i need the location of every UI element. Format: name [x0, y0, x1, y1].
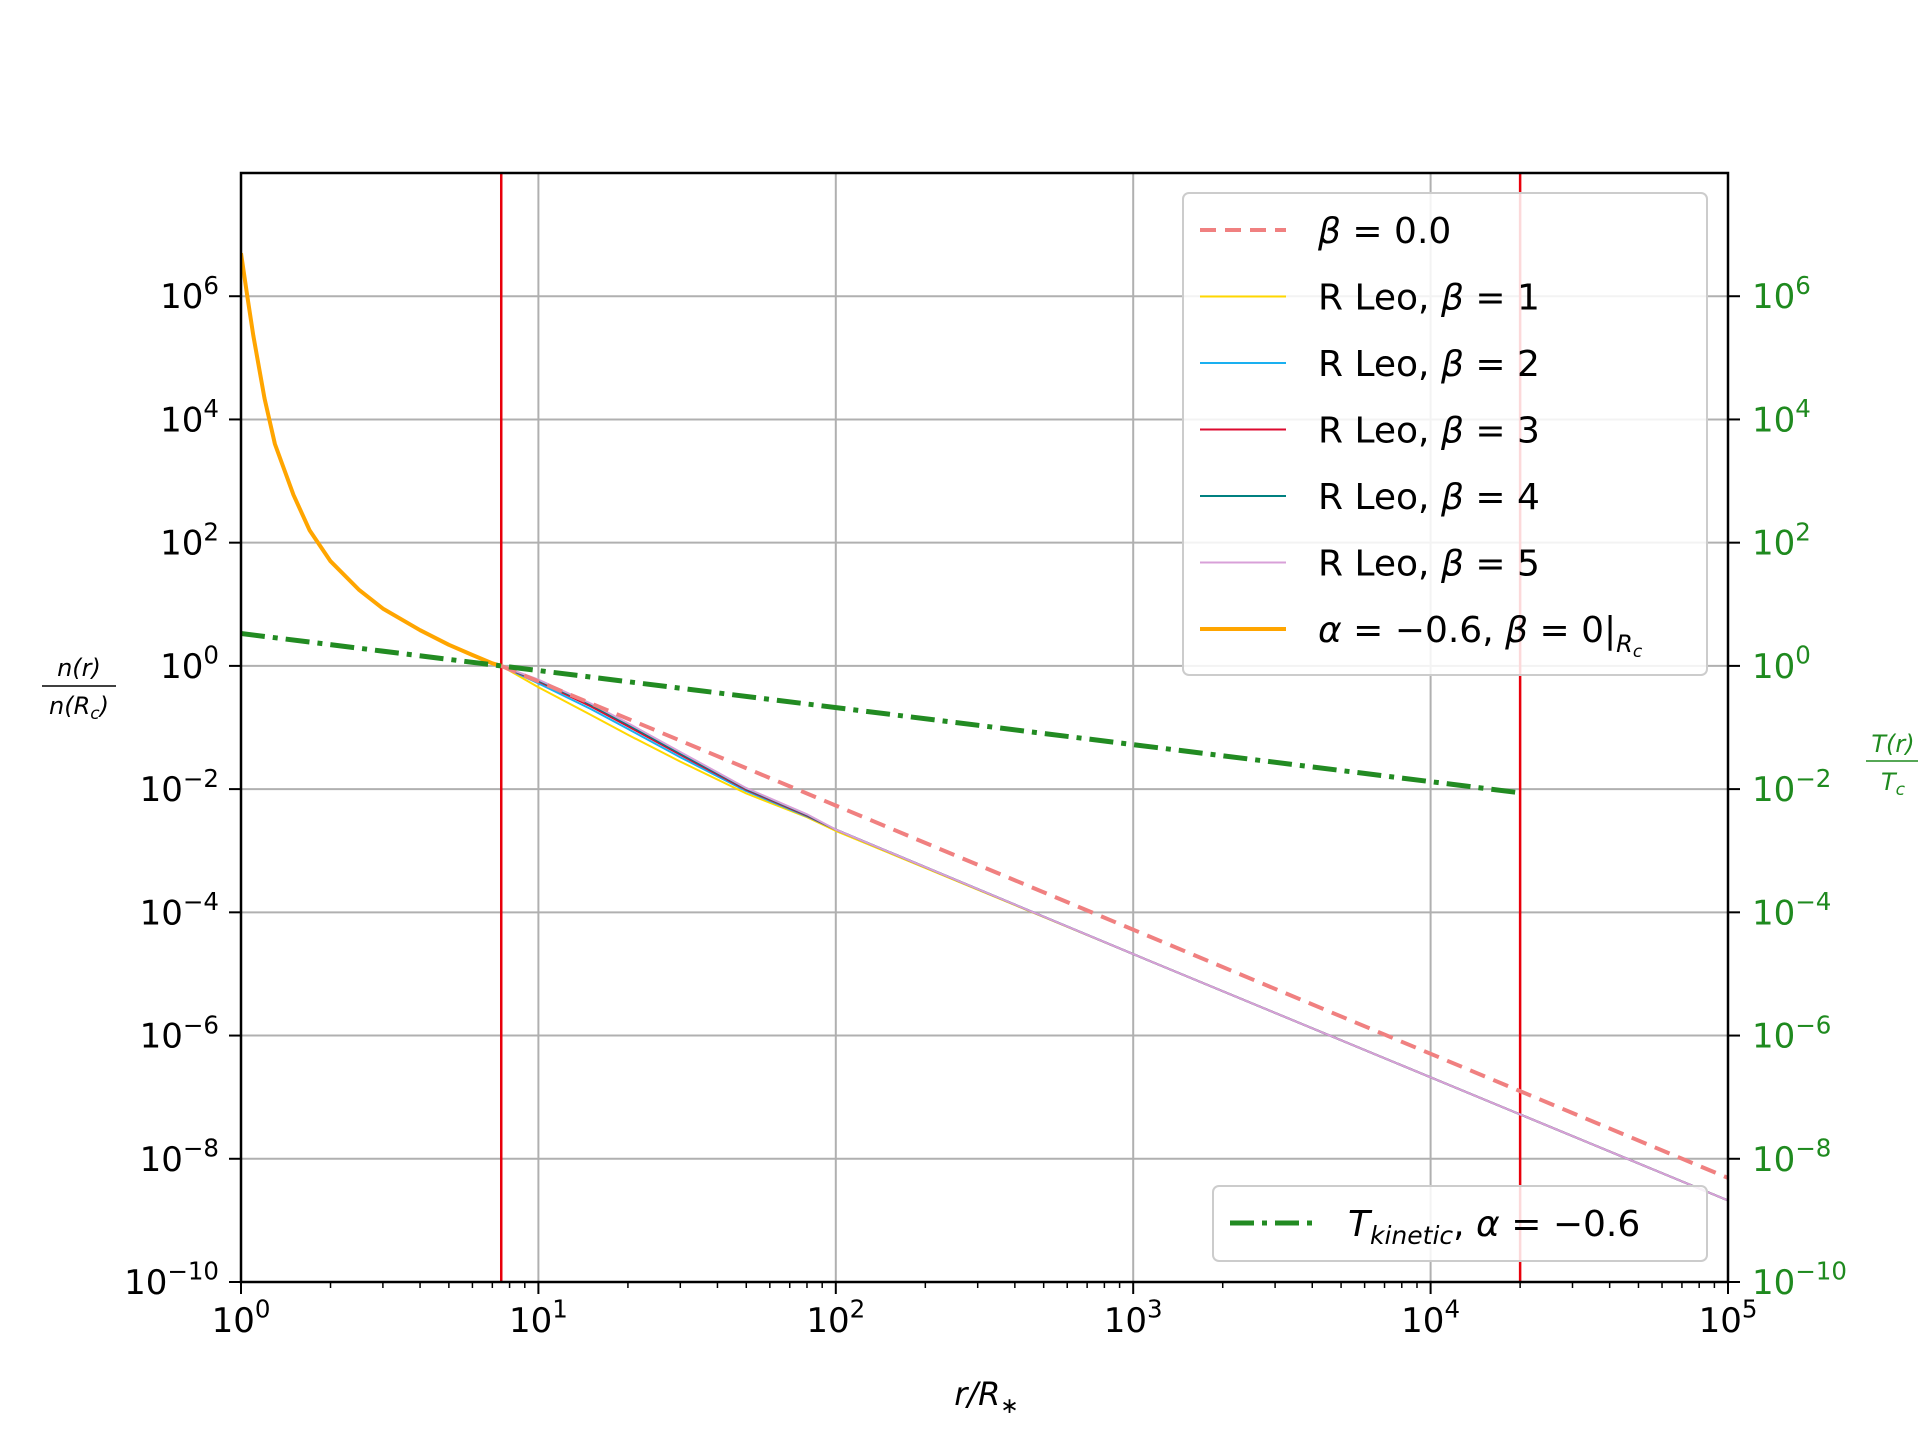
y-tick-label: 10−10 — [124, 1257, 219, 1303]
x-axis-label: r/R∗ — [954, 1375, 1019, 1419]
axis-labels: r/R∗ n(r) n(Rc) T(r) Tc — [42, 654, 1918, 1419]
legend-label: Tkinetic, α = −0.6 — [1348, 1204, 1640, 1250]
y-tick-label: 10−8 — [140, 1133, 219, 1179]
series-line — [500, 664, 1728, 1202]
y2-tick-label: 10−10 — [1752, 1257, 1847, 1303]
series-group — [241, 252, 1728, 1202]
temperature-line — [241, 631, 1521, 796]
y-tick-label: 100 — [160, 641, 219, 687]
y-axis-label: n(r) n(Rc) — [42, 654, 116, 724]
legend-label: β = 0.0 — [1317, 211, 1451, 252]
x-tick-label: 103 — [1104, 1295, 1163, 1341]
series-line — [500, 664, 1728, 1202]
x-tick-label: 105 — [1699, 1295, 1758, 1341]
x-tick-label: 101 — [509, 1295, 568, 1341]
legend-label: R Leo, β = 5 — [1318, 544, 1540, 585]
y-label-numerator: n(r) — [57, 654, 101, 682]
legend-upper: β = 0.0 R Leo, β = 1 R Leo, β = 2 R Leo, β … — [1182, 192, 1708, 676]
x-tick-label: 100 — [212, 1295, 271, 1341]
legend-label: R Leo, β = 3 — [1318, 411, 1540, 452]
y-label-denominator: n(Rc) — [49, 692, 109, 724]
y-tick-label: 10−2 — [140, 764, 219, 810]
y2-tick-label: 106 — [1752, 271, 1811, 317]
y2-tick-label: 102 — [1752, 517, 1811, 563]
legend-label: R Leo, β = 1 — [1318, 278, 1540, 319]
legend-label: α = −0.6, β = 0|Rc — [1318, 610, 1643, 662]
y-tick-label: 104 — [160, 394, 219, 440]
plot-area — [241, 252, 1728, 1202]
legend-lower: Tkinetic, α = −0.6 — [1212, 1185, 1708, 1262]
series-line — [500, 664, 1728, 1202]
y2-label-numerator: T(r) — [1871, 730, 1914, 758]
y2-tick-label: 10−6 — [1752, 1010, 1831, 1056]
legend-box — [1212, 1185, 1708, 1262]
y-tick-label: 10−4 — [140, 887, 219, 933]
x-tick-label: 104 — [1401, 1295, 1460, 1341]
y-tick-label: 10−6 — [140, 1010, 219, 1056]
series-line — [500, 665, 1728, 1202]
y2-tick-label: 10−4 — [1752, 887, 1831, 933]
y2-tick-label: 104 — [1752, 394, 1811, 440]
y2-tick-label: 10−2 — [1752, 764, 1831, 810]
y-tick-label: 106 — [160, 271, 219, 317]
y2-axis-label: T(r) Tc — [1866, 730, 1918, 800]
legend-label: R Leo, β = 4 — [1318, 477, 1540, 518]
y2-tick-label: 10−8 — [1752, 1133, 1831, 1179]
series-line — [500, 664, 1728, 1202]
y2-tick-label: 100 — [1752, 641, 1811, 687]
y-tick-label: 102 — [160, 517, 219, 563]
x-tick-label: 102 — [806, 1295, 865, 1341]
series-line — [241, 252, 502, 668]
y2-label-denominator: Tc — [1881, 768, 1906, 800]
legend-box — [1182, 192, 1708, 676]
legend-label: R Leo, β = 2 — [1318, 344, 1540, 385]
axes-frame — [239, 171, 1730, 1284]
series-line — [500, 664, 1728, 1180]
